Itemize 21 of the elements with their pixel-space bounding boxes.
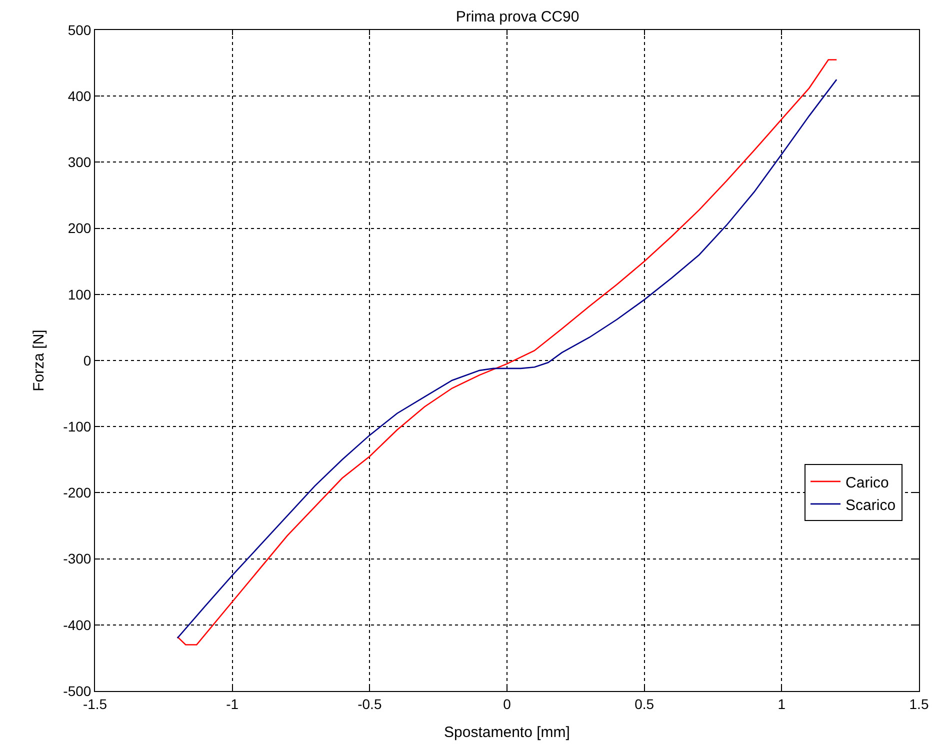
y-tick-label: 200	[68, 220, 92, 236]
y-tick-label: -100	[63, 418, 92, 434]
y-tick-label: -400	[63, 616, 92, 633]
x-axis-title: Spostamento [mm]	[444, 724, 570, 741]
x-tick-label: 0	[503, 696, 512, 712]
y-tick-label: -300	[63, 550, 92, 567]
y-tick-label: 500	[68, 22, 92, 38]
x-tick-label: 1.5	[909, 696, 929, 712]
x-tick-label: -0.5	[358, 696, 382, 712]
y-tick-label: 300	[68, 154, 92, 170]
x-tick-label: 0.5	[634, 696, 654, 712]
y-tick-label: 0	[83, 352, 92, 368]
y-tick-label: 400	[68, 88, 92, 104]
legend-label: Scarico	[846, 496, 896, 514]
legend-label: Carico	[846, 474, 889, 492]
y-tick-label: 100	[68, 286, 92, 302]
y-tick-label: -200	[63, 484, 92, 501]
x-tick-label: 1	[778, 696, 786, 712]
y-axis-title: Forza [N]	[30, 330, 48, 392]
chart-title: Prima prova CC90	[456, 8, 580, 26]
x-tick-label: -1	[226, 696, 239, 712]
